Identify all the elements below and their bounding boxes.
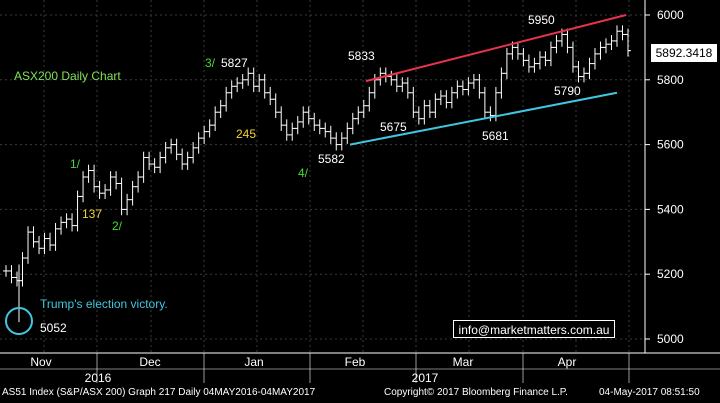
footer-timestamp: 04-May-2017 08:51:50 (599, 387, 700, 398)
footer-security: AS51 Index (S&P/ASX 200) Graph 217 Daily… (2, 387, 316, 398)
y-tick-label: 5400 (657, 202, 684, 216)
y-tick-label: 5200 (657, 267, 684, 281)
email-label[interactable]: info@marketmatters.com.au (453, 320, 615, 338)
chart-annotation: 2/ (112, 219, 123, 233)
chart-title: ASX200 Daily Chart (14, 69, 121, 83)
last-price-label: 5892.3418 (651, 44, 717, 62)
x-year-label: 2017 (412, 371, 439, 383)
chart-annotation: 5833 (348, 49, 375, 63)
y-tick-label: 5600 (657, 138, 684, 152)
y-tick-label: 5800 (657, 73, 684, 87)
support-trendline (349, 91, 618, 146)
chart-annotation: 5950 (528, 13, 555, 27)
chart-annotation: 5790 (554, 84, 581, 98)
x-month-label: Apr (558, 355, 577, 369)
chart-annotation: 5675 (380, 120, 407, 134)
x-month-label: Mar (453, 355, 474, 369)
resistance-trendline (365, 14, 627, 83)
chart-annotation: 4/ (298, 166, 309, 180)
chart-annotation: 245 (236, 127, 256, 141)
footer: AS51 Index (S&P/ASX 200) Graph 217 Daily… (0, 383, 720, 403)
chart-annotation: 5052 (40, 321, 67, 335)
election-circle (5, 307, 33, 335)
x-month-label: Jan (244, 355, 263, 369)
chart-annotation: 137 (82, 207, 102, 221)
x-month-label: Dec (139, 355, 160, 369)
chart-annotation: Trump's election victory. (40, 297, 168, 311)
chart-annotation: 3/ (205, 56, 216, 70)
y-tick-label: 6000 (657, 8, 684, 22)
chart-annotation: 1/ (70, 157, 81, 171)
chart-annotation: 5827 (221, 56, 248, 70)
x-month-label: Nov (30, 355, 51, 369)
chart-annotation: 5582 (318, 152, 345, 166)
chart-annotation: 5681 (482, 129, 509, 143)
footer-copyright: Copyright© 2017 Bloomberg Finance L.P. (384, 387, 568, 398)
ohlc-chart: 5000 5200 5400 5600 5800 6000 Nov Dec Jan Feb Mar A… (0, 0, 720, 383)
y-tick-label: 5000 (657, 332, 684, 346)
x-year-label: 2016 (85, 371, 112, 383)
x-month-label: Feb (345, 355, 366, 369)
